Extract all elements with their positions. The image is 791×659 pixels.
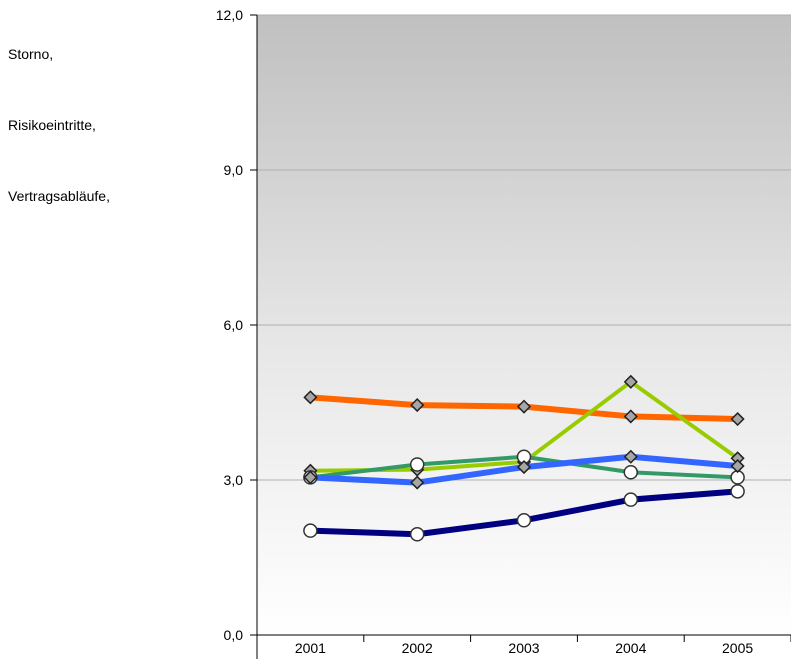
data-point xyxy=(623,409,638,424)
data-point xyxy=(730,458,745,474)
y-tick-label: 12,0 xyxy=(216,7,243,23)
x-tick-label: 2002 xyxy=(402,640,433,656)
data-point xyxy=(516,513,532,528)
y-tick-label: 6,0 xyxy=(224,317,244,333)
data-point xyxy=(623,492,639,507)
x-tick-label: 2003 xyxy=(508,640,539,656)
y-tick-label: 9,0 xyxy=(224,162,244,178)
data-point xyxy=(409,457,425,472)
data-point xyxy=(303,523,318,538)
data-point xyxy=(516,399,532,414)
data-point xyxy=(623,449,638,464)
y-tick-label: 0,0 xyxy=(224,627,244,643)
data-point xyxy=(623,374,638,389)
x-tick-label: 2005 xyxy=(722,640,753,656)
data-point xyxy=(730,484,745,499)
data-point xyxy=(410,475,425,490)
data-point xyxy=(410,398,425,413)
data-point xyxy=(516,460,532,475)
x-tick-label: 2001 xyxy=(295,640,326,656)
legend-label-risikoeintritte: Risikoeintritte, xyxy=(8,117,96,133)
legend-label-vertragsablaeufe: Vertragsabläufe, xyxy=(8,188,110,204)
data-point xyxy=(730,411,745,427)
x-tick-label: 2004 xyxy=(615,640,646,656)
data-point xyxy=(303,390,318,405)
legend-label-storno: Storno, xyxy=(8,46,54,62)
data-point xyxy=(409,527,425,542)
data-point xyxy=(623,465,639,480)
y-tick-label: 3,0 xyxy=(224,472,244,488)
data-point xyxy=(303,470,318,485)
